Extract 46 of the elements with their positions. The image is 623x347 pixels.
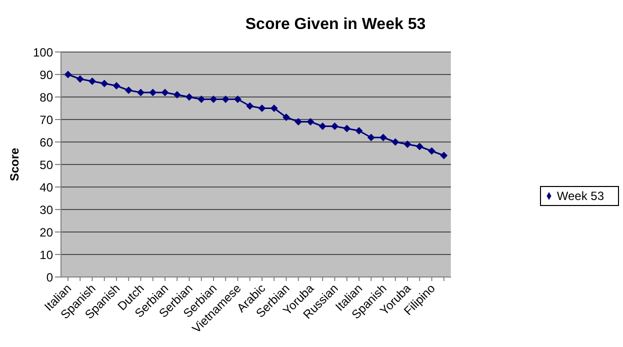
- y-tick-label: 30: [40, 202, 54, 217]
- point: [64, 71, 72, 78]
- y-tick-label: 70: [40, 112, 54, 127]
- y-axis-title: Score: [7, 148, 22, 182]
- point: [198, 96, 205, 103]
- point: [331, 122, 338, 130]
- point: [186, 94, 193, 100]
- point: [234, 96, 242, 103]
- point: [137, 89, 144, 96]
- point: [76, 76, 84, 82]
- y-tick-label: 80: [40, 90, 54, 104]
- point: [210, 96, 217, 103]
- y-tick-label: 50: [40, 158, 54, 172]
- point: [270, 104, 278, 112]
- point: [222, 96, 230, 103]
- point: [440, 152, 448, 159]
- y-tick-label: 90: [40, 68, 54, 82]
- point: [100, 80, 108, 87]
- chart-title: Score Given in Week 53: [244, 15, 427, 35]
- point: [174, 91, 181, 98]
- point: [343, 125, 350, 132]
- point: [246, 102, 254, 110]
- y-tick-label: 20: [40, 225, 54, 240]
- point: [416, 143, 424, 150]
- point: [88, 78, 96, 85]
- point: [306, 118, 314, 126]
- point: [392, 138, 399, 146]
- point: [149, 89, 156, 96]
- y-tick-label: 60: [40, 135, 54, 150]
- point: [294, 118, 302, 126]
- point: [319, 122, 326, 130]
- point: [161, 89, 168, 96]
- y-tick-label: 10: [40, 248, 54, 262]
- point: [258, 104, 266, 112]
- point: [380, 134, 387, 141]
- y-tick-label: 100: [32, 45, 54, 60]
- y-tick-label: 40: [40, 180, 54, 194]
- point: [125, 86, 132, 94]
- point: [113, 82, 120, 90]
- point: [368, 134, 375, 141]
- point: [282, 114, 290, 121]
- legend-label: Week 53: [556, 188, 604, 202]
- point: [404, 140, 411, 148]
- y-tick-label: 0: [46, 270, 54, 284]
- point: [428, 148, 436, 154]
- point: [355, 127, 362, 134]
